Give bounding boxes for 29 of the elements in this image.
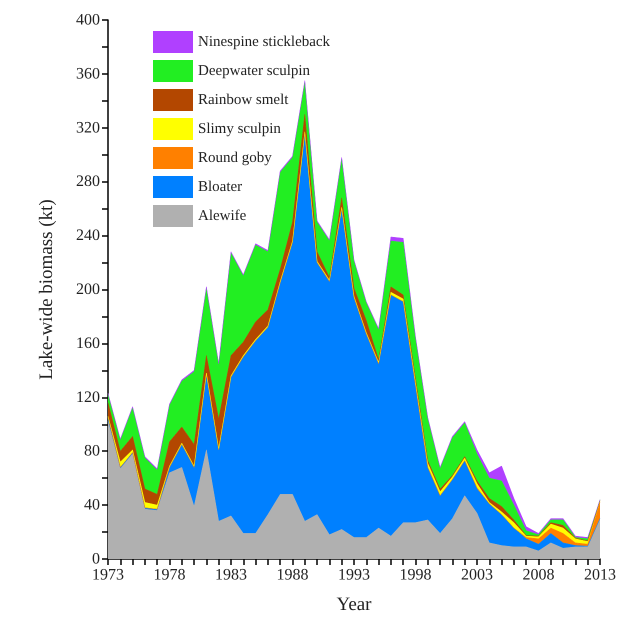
legend-label: Slimy sculpin [198,121,282,137]
x-axis-title: Year [336,594,372,615]
legend-label: Round goby [198,150,272,166]
x-tick-label: 1978 [154,566,186,584]
y-tick-label: 320 [76,119,100,136]
y-tick-label: 40 [84,496,100,514]
y-tick-label: 400 [76,12,100,28]
y-tick-label: 160 [76,334,100,352]
y-tick-label: 360 [76,65,100,82]
y-tick-label: 240 [76,227,100,244]
x-tick-label: 2013 [584,566,616,584]
y-axis-title: Lake-wide biomass (kt) [36,199,57,380]
y-tick-label: 120 [76,388,100,406]
x-tick-label: 2003 [461,566,493,584]
y-tick-label: 0 [92,550,100,568]
legend-label: Deepwater sculpin [198,63,311,79]
y-tick-label: 280 [76,173,100,190]
x-tick-label: 2008 [522,566,554,584]
x-tick-label: 1998 [400,566,432,584]
x-tick-label: 1988 [276,566,308,584]
y-tick-label: 200 [76,281,100,298]
x-tick-label: 1973 [92,566,124,584]
y-tick-label: 80 [84,442,100,460]
x-tick-label: 1993 [338,566,370,584]
legend-label: Ninespine stickleback [198,34,331,50]
x-tick-label: 1983 [215,566,247,584]
legend-label: Rainbow smelt [198,92,290,108]
legend-label: Alewife [198,208,247,224]
legend-label: Bloater [198,179,242,195]
